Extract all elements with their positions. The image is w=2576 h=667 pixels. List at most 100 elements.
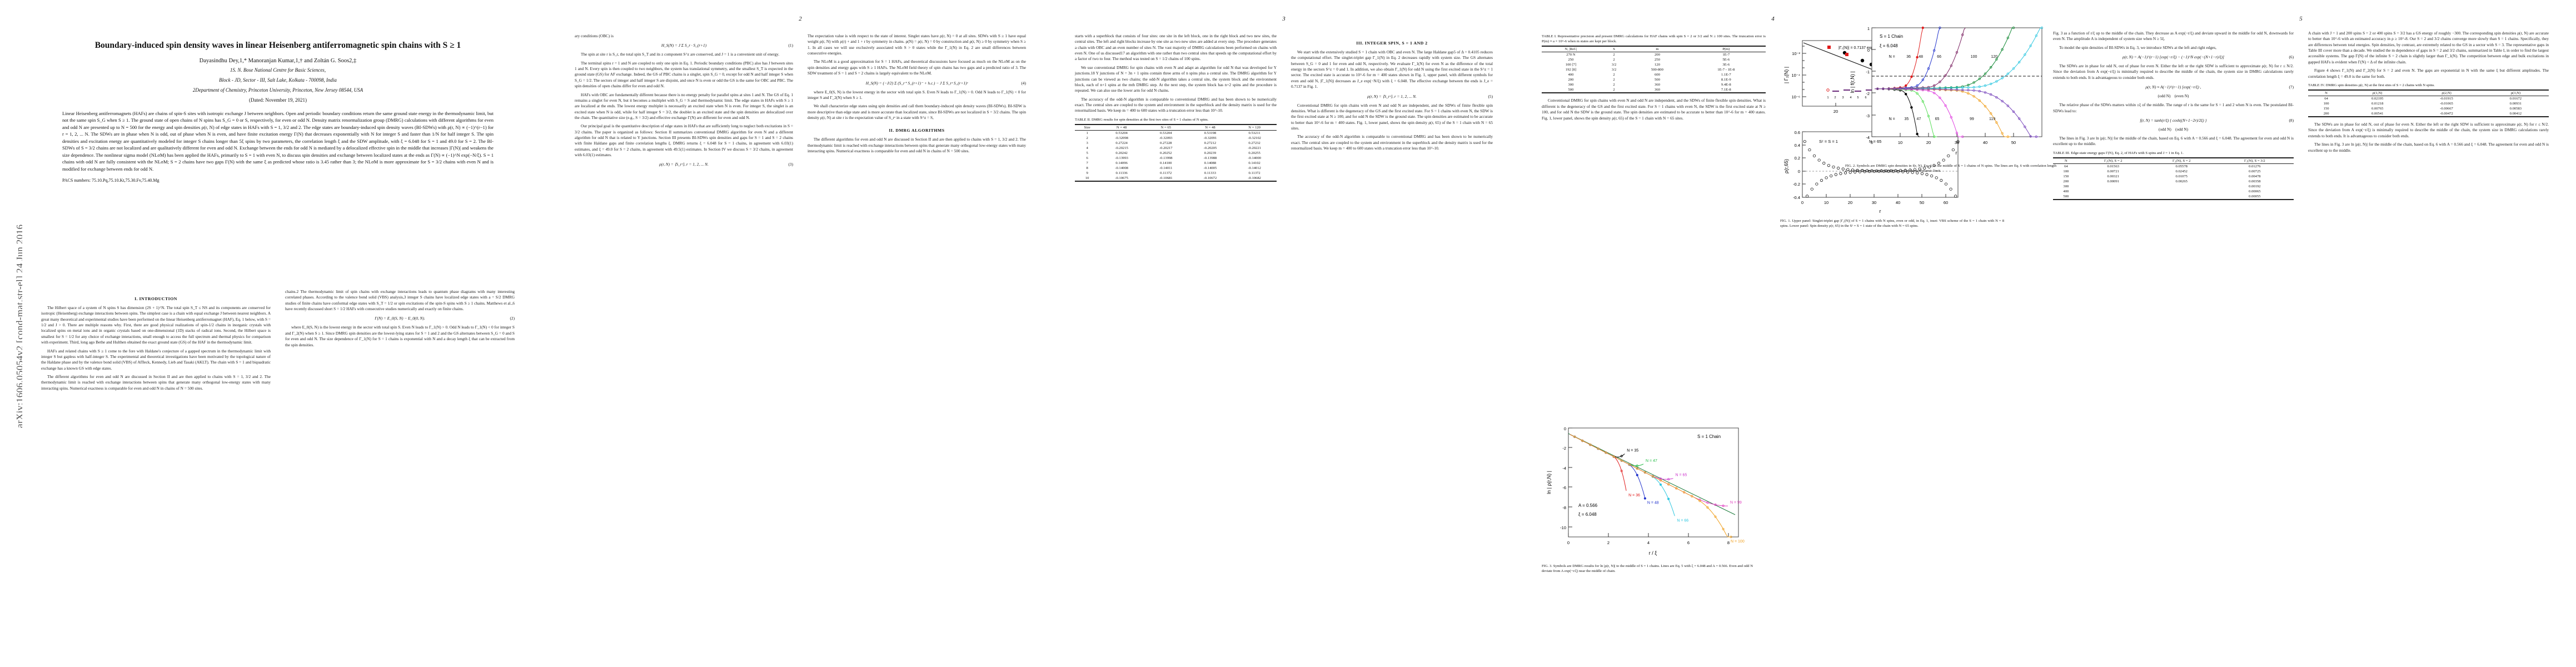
data-point [1972,86,1975,89]
affiliation-1: 1S. N. Bose National Centre for Basic Sc… [230,67,326,73]
cell: 64 [2064,164,2068,168]
table-1-caption: TABLE I. Representative precision and pr… [1542,34,1766,44]
data-point [1955,131,1959,135]
data-point [1803,140,1806,143]
data-point [1706,501,1709,504]
paragraph: HAFs and related chains with S ≥ 1 come … [41,348,271,371]
data-point [1851,168,1855,172]
cell: 5E-6 [1722,58,1730,62]
cell: 360 [1628,87,1687,94]
data-point [1573,435,1576,438]
cell: 0.00765 [2371,107,2384,111]
table-row: 150 0.00765 -0.00667 0.00583 [2308,106,2549,111]
y-tick-label: 0 [1564,426,1566,431]
data-point [1722,527,1725,530]
data-point [1861,169,1864,172]
table-row: 5 0.20242 0.20252 0.20239 0.20255 [1075,151,1277,156]
x-tick-label: 60 [1944,200,1948,205]
data-point [2040,26,2044,29]
x-tick-label: 30 [1872,200,1876,205]
equation-body: ρ(r, N) = ⟨S_rᶻ⟩, r = 1, 2, ... N. [659,162,709,167]
data-point [1910,87,1913,91]
cell: -0.10672 [1188,175,1233,182]
cell: -0.32093 [1159,136,1173,140]
y-tick-label: -4 [1562,466,1566,471]
data-point [2001,132,2004,135]
paragraph: The accuracy of the odd-N algorithm is c… [1075,96,1277,113]
data-point [1667,497,1670,500]
y-tick-label: 1 [1867,26,1870,31]
data-point [1990,66,1992,69]
cell: 0.01672 [2509,97,2522,101]
data-point [1940,178,1943,182]
y-tick-label: 10⁻⁴ [1791,73,1800,78]
cell: 0.05578 [2175,164,2188,168]
cell: 0.14102 [1248,161,1260,165]
data-point [1910,75,1913,78]
cell: 0.14100 [1160,161,1172,165]
data-point [1822,162,1826,165]
data-point [1984,72,1987,75]
data-point [1923,166,1926,170]
data-point [1904,93,1907,96]
table-row: 7 0.14096 0.14100 0.14088 0.14102 [1075,161,1277,166]
data-point [1853,170,1857,174]
cell: 2 [1600,87,1628,94]
cell: 250 [1654,58,1660,62]
cell [2148,189,2216,194]
data-point [1932,49,1936,52]
data-point [1651,475,1654,478]
cell: 0.14088 [1204,161,1217,165]
cell: 100 [2323,102,2329,106]
cell: 500-800 [1651,68,1663,72]
cell [2148,184,2216,189]
page-5: 5 1 0 -1 -2 -3 -4 [1845,0,2568,667]
table-4-caption: TABLE IV. DMRG spin densities ρ(r, N) at… [2308,83,2435,87]
x-tick-label: 20 [1926,140,1931,145]
series-label: 35 [1905,117,1909,121]
figure-2-caption: FIG. 2. Symbols are DMRG spin densities … [1845,164,2056,173]
paragraph: Our principal goal is the quantitative d… [575,123,793,158]
series-label: 36 [1906,55,1911,59]
page-3-columns: starts with a superblock that consists o… [1056,33,1512,186]
page-5-col-2: A chain with J = 1 and 200 spins S = 2 o… [2308,31,2549,205]
affiliation-1b: Block - JD, Sector - III, Salt Lake, Kol… [219,77,337,83]
cell: 300 [1568,83,1574,87]
cell: -0.20217 [1159,146,1173,150]
data-point [1927,165,1931,169]
page-1-col-2: chains.2 The thermodynamic limit of spin… [285,289,515,394]
cell: -0.00472 [2410,111,2483,118]
equation-rho: ρ(r, N) = ⟨S_rᶻ⟩, r = 1, 2, ... N. (3) [575,162,793,167]
y-tick-label: 0 [1867,48,1870,53]
equation-tag: (1) [788,43,793,48]
data-point [1825,176,1828,180]
paragraph: The Hilbert space of a system of N spins… [41,305,271,345]
table-row: 200 0.00091 0.00265 0.00358 [2053,179,2294,184]
cell: -0.13993 [1115,156,1128,160]
data-point [1984,91,1987,94]
data-point [1916,132,1919,136]
spin-density-points [1803,140,1960,198]
data-point [2006,104,2009,107]
paragraph: starts with a superblock that consists o… [1075,33,1277,62]
cell: 500 [1654,78,1660,82]
page-2-columns: ary conditions (OBC) is H_S(N) = J Σ S_r… [556,33,1045,171]
y-axis-label: ρ(r,65) [1783,159,1789,173]
table-row: 6 -0.13993 -0.13998 -0.13988 -0.14000 [1075,156,1277,161]
data-point [1950,64,1952,67]
table-body: 64 0.01563 0.05578 0.01276 100 0.00721 0.0245… [2053,163,2294,200]
data-point [1995,58,1998,61]
cell: 2 [1613,78,1615,82]
data-point [1995,96,1998,99]
x-tick-label: 10 [1898,140,1902,145]
data-point [1605,451,1607,454]
plot-annotation-sz: Sᶻ = S = 1 [1819,139,1838,144]
equation-gap: Γ(N) = E_0(S, N) − E_0(0, N). (2) [285,316,515,321]
cell: -0.14005 [1203,166,1217,170]
cell: 500 [1542,87,1600,94]
paragraph: The different algorithms for even and od… [808,137,1026,154]
table-row: 192 [8] 3/2 500-800 1E-7 - 1E-8 [1542,67,1766,72]
y-tick-label: -8 [1562,505,1566,510]
x-axis-label: r / ξ [1649,550,1657,556]
cell: 0.00055 [2215,193,2294,200]
